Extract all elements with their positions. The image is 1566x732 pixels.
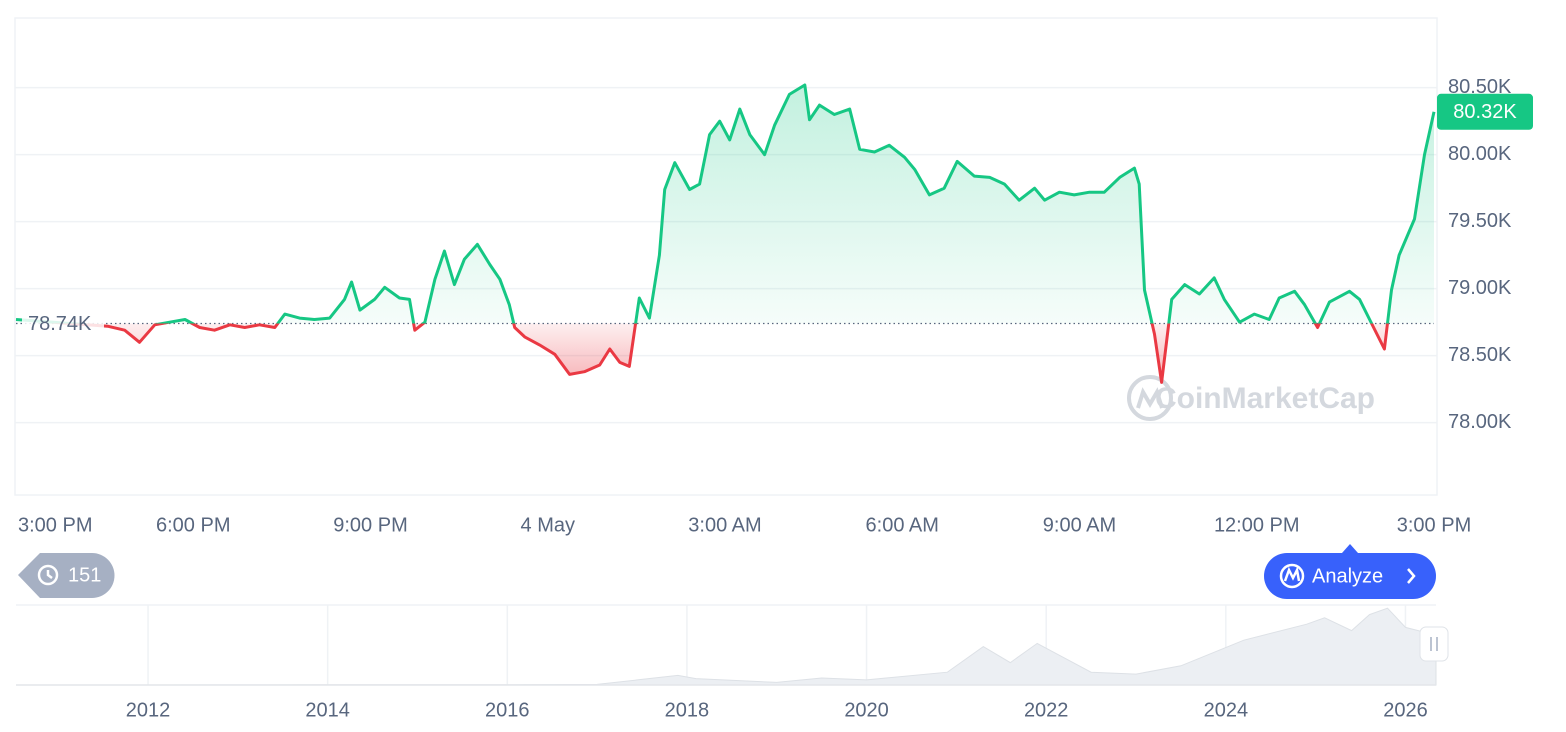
y-tick-label: 78.00K — [1448, 411, 1512, 433]
y-tick-label: 80.50K — [1448, 76, 1512, 98]
navigator-tick-label: 2020 — [844, 699, 889, 721]
plot-frame — [14, 17, 1438, 496]
navigator-area — [15, 607, 1437, 686]
navigator-tick-label: 2024 — [1204, 699, 1249, 721]
y-tick-label: 78.50K — [1448, 344, 1512, 366]
y-tick-label: 79.00K — [1448, 277, 1512, 299]
navigator-tick-label: 2016 — [485, 699, 530, 721]
button-label: Analyze — [1312, 565, 1383, 587]
last-price-box — [1437, 93, 1533, 130]
x-tick-label: 9:00 AM — [1043, 514, 1116, 536]
navigator-handle[interactable] — [1419, 626, 1449, 662]
baseline-label-bg — [22, 309, 104, 338]
price-area — [16, 85, 1434, 383]
last-price-label: 80.32K — [1453, 101, 1517, 123]
x-tick-label: 9:00 PM — [333, 514, 407, 536]
watermark-logo — [1127, 375, 1173, 421]
baseline-label: 78.74K — [28, 313, 92, 335]
price-line — [15, 83, 1436, 384]
navigator-tick-label: 2018 — [665, 699, 710, 721]
analyze-icon — [1279, 563, 1305, 589]
watermark: CoinMarketCap — [1155, 382, 1375, 415]
x-tick-label: 3:00 PM — [18, 514, 92, 536]
x-tick-label: 3:00 PM — [1397, 514, 1471, 536]
history-badge[interactable]: 151 — [18, 553, 115, 598]
analyze-button[interactable]: Analyze — [1264, 544, 1436, 599]
x-tick-label: 6:00 AM — [866, 514, 939, 536]
x-tick-label: 6:00 PM — [156, 514, 230, 536]
badge-count: 151 — [68, 564, 101, 586]
x-tick-label: 3:00 AM — [688, 514, 761, 536]
navigator-tick-label: 2012 — [126, 699, 171, 721]
navigator-tick-label: 2026 — [1383, 699, 1428, 721]
navigator-tick-label: 2022 — [1024, 699, 1069, 721]
clock-icon — [37, 564, 59, 586]
x-tick-label: 4 May — [521, 514, 575, 536]
navigator-tick-label: 2014 — [305, 699, 350, 721]
x-tick-label: 12:00 PM — [1214, 514, 1300, 536]
y-tick-label: 80.00K — [1448, 143, 1512, 165]
y-tick-label: 79.50K — [1448, 210, 1512, 232]
